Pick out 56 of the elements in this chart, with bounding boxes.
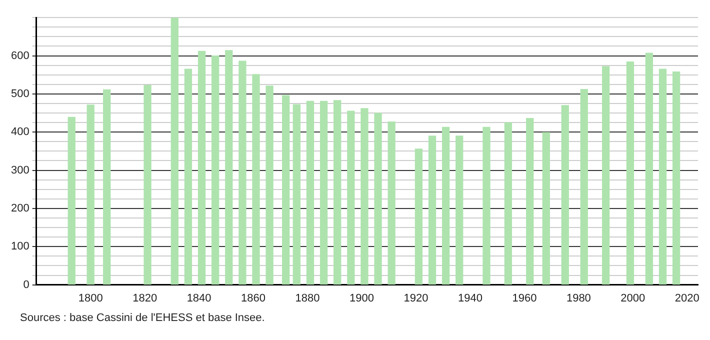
bar [542,132,550,285]
bar [144,84,152,285]
bar [388,121,396,285]
bar [645,52,654,285]
bar [334,100,342,285]
bar [580,89,588,285]
bar [266,86,274,285]
source-note: Sources : base Cassini de l'EHESS et base Insee. [20,312,266,324]
bar [602,66,610,285]
bar [442,126,450,285]
x-tick-label: 1840 [186,292,212,304]
bar [170,18,178,285]
bar [211,55,220,285]
bar [238,60,246,285]
y-tick-label: 300 [10,164,30,176]
bar [282,95,290,285]
x-tick-label: 2000 [620,292,646,304]
bar [198,50,206,285]
bar [252,74,260,285]
x-tick-label: 1900 [350,292,374,304]
y-tick-label: 200 [10,202,30,214]
x-tick-label: 1940 [458,292,482,304]
bar [225,50,233,285]
bar [347,110,355,285]
bar [374,112,382,285]
y-tick-label: 100 [10,240,30,253]
bar [414,148,423,285]
bar [320,100,328,285]
bar [292,104,301,285]
y-tick-label: 0 [23,278,30,291]
bar [360,108,368,285]
x-tick-label: 1800 [78,292,103,304]
bar [658,68,667,285]
bar [561,105,569,285]
bar [103,89,111,285]
x-tick-label: 1980 [566,292,591,304]
bar [306,100,314,285]
x-tick-label: 1880 [295,292,320,304]
bar [672,71,680,285]
bar [456,136,464,285]
bar [68,116,76,285]
x-tick-label: 1860 [241,292,266,304]
bar [86,104,94,285]
bar [428,136,436,285]
x-tick-label: 1820 [132,292,158,304]
y-tick-label: 600 [10,50,30,62]
x-tick-label: 1960 [512,292,537,304]
bar [626,62,634,285]
x-tick-label: 1920 [404,292,428,304]
bar [482,126,490,285]
y-tick-label: 500 [10,88,30,100]
bar [526,118,534,285]
x-tick-label: 2020 [674,292,700,304]
y-tick-label: 400 [10,126,30,138]
bar [504,122,512,285]
bar [184,68,192,285]
